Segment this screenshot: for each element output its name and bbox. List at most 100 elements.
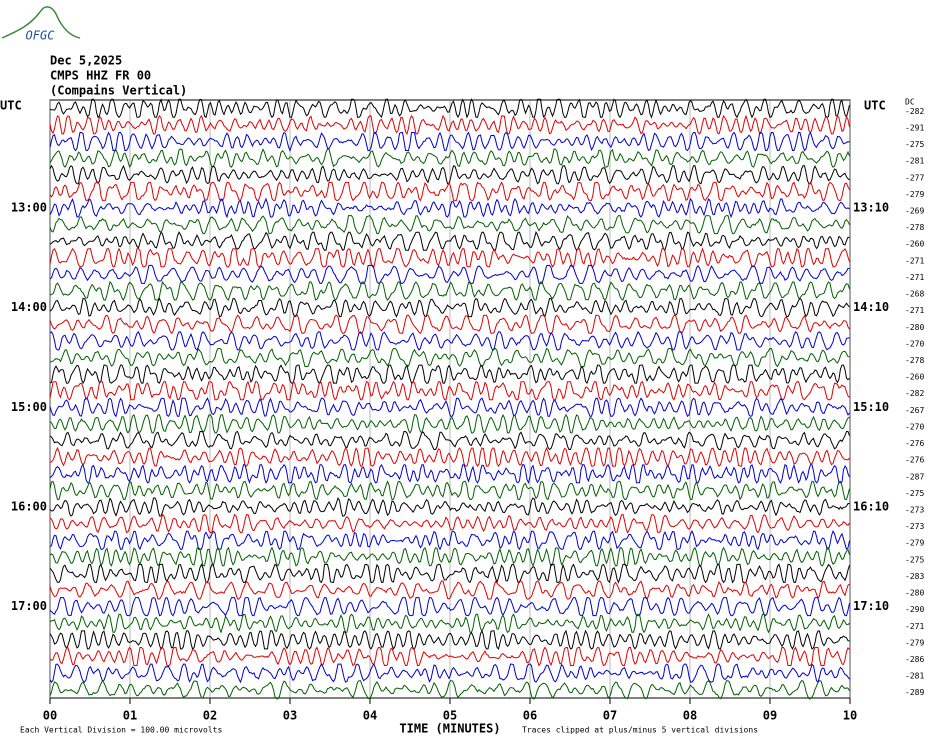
x-tick-label: 02 <box>203 709 217 723</box>
trace <box>49 131 850 152</box>
x-tick-label: 10 <box>843 709 857 723</box>
trace <box>49 197 850 219</box>
trace <box>49 230 850 251</box>
trace <box>49 413 850 434</box>
dc-value: -271 <box>905 306 924 315</box>
dc-value: -260 <box>905 373 924 382</box>
title: (Compains Vertical) <box>50 84 187 98</box>
trace <box>49 496 850 517</box>
dc-value: -279 <box>905 539 924 548</box>
title: Dec 5,2025 <box>50 54 122 68</box>
title: CMPS HHZ FR 00 <box>50 69 151 83</box>
dc-value: -287 <box>905 472 924 481</box>
trace <box>49 280 850 301</box>
trace <box>49 513 850 534</box>
footer-left: Each Vertical Division = 100.00 microvol… <box>20 726 222 735</box>
x-tick-label: 06 <box>523 709 537 723</box>
dc-value: -290 <box>905 605 924 614</box>
x-tick-label: 00 <box>43 709 57 723</box>
trace <box>49 546 850 568</box>
x-tick-label: 03 <box>283 709 297 723</box>
trace <box>49 663 850 684</box>
dc-value: -273 <box>905 505 924 514</box>
x-tick-label: 04 <box>363 709 377 723</box>
dc-value: -271 <box>905 256 924 265</box>
trace <box>49 214 850 235</box>
dc-value: -267 <box>905 406 924 415</box>
dc-value: -270 <box>905 422 924 431</box>
trace <box>49 330 850 351</box>
left-time-label: 13:00 <box>11 200 47 214</box>
dc-value: -260 <box>905 240 924 249</box>
dc-value: -281 <box>905 672 924 681</box>
left-time-label: 17:00 <box>11 599 47 613</box>
left-axis-title: UTC <box>0 99 22 113</box>
trace <box>49 480 850 501</box>
trace <box>49 380 850 401</box>
logo: OFGC <box>26 29 56 43</box>
dc-value: -277 <box>905 173 924 182</box>
x-tick-label: 01 <box>123 709 137 723</box>
trace <box>49 314 850 335</box>
left-time-label: 16:00 <box>11 499 47 513</box>
dc-value: -283 <box>905 572 924 581</box>
footer-right: Traces clipped at plus/minus 5 vertical … <box>522 726 758 735</box>
dc-value: -291 <box>905 123 924 132</box>
left-time-label: 15:00 <box>11 400 47 414</box>
dc-value: -275 <box>905 555 924 564</box>
trace <box>49 148 850 168</box>
dc-value: -279 <box>905 190 924 199</box>
left-time-label: 14:00 <box>11 300 47 314</box>
trace <box>49 98 850 119</box>
right-time-label: 16:10 <box>853 499 889 513</box>
trace <box>49 446 850 468</box>
right-time-label: 13:10 <box>853 200 889 214</box>
trace <box>49 463 850 485</box>
dc-value: -271 <box>905 273 924 282</box>
x-tick-label: 08 <box>683 709 697 723</box>
trace <box>49 397 850 418</box>
trace <box>49 613 850 634</box>
trace <box>49 364 850 385</box>
dc-value: -273 <box>905 522 924 531</box>
right-axis-title: UTC <box>864 99 886 113</box>
trace <box>49 181 850 202</box>
logo-curve <box>1 6 81 39</box>
right-time-label: 17:10 <box>853 599 889 613</box>
trace <box>49 563 850 584</box>
x-tick-label: 05 <box>443 709 457 723</box>
trace <box>49 164 850 185</box>
right-time-label: 15:10 <box>853 400 889 414</box>
dc-value: -280 <box>905 323 924 332</box>
dc-title: DC <box>905 98 915 107</box>
dc-value: -269 <box>905 206 924 215</box>
dc-value: -281 <box>905 157 924 166</box>
trace <box>49 264 850 284</box>
dc-value: -278 <box>905 223 924 232</box>
dc-value: -268 <box>905 290 924 299</box>
trace <box>49 530 850 551</box>
dc-value: -276 <box>905 439 924 448</box>
dc-value: -282 <box>905 389 924 398</box>
dc-value: -276 <box>905 456 924 465</box>
dc-value: -289 <box>905 688 924 697</box>
dc-value: -278 <box>905 356 924 365</box>
dc-value: -270 <box>905 339 924 348</box>
trace <box>49 297 850 318</box>
dc-value: -286 <box>905 655 924 664</box>
dc-value: -271 <box>905 622 924 631</box>
trace <box>49 347 850 368</box>
trace <box>49 596 850 617</box>
dc-value: -275 <box>905 489 924 498</box>
dc-value: -280 <box>905 589 924 598</box>
trace <box>49 580 850 601</box>
dc-value: -275 <box>905 140 924 149</box>
trace <box>49 114 850 136</box>
x-tick-label: 09 <box>763 709 777 723</box>
trace <box>49 430 850 451</box>
right-time-label: 14:10 <box>853 300 889 314</box>
trace <box>49 247 850 268</box>
dc-value: -282 <box>905 107 924 116</box>
x-tick-label: 07 <box>603 709 617 723</box>
